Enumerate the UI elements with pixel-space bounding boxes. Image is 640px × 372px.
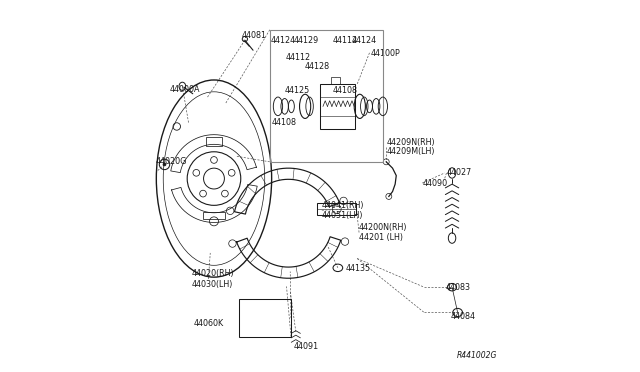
Bar: [270, 30, 383, 162]
Text: 44091: 44091: [294, 342, 319, 351]
Text: 44125: 44125: [285, 86, 310, 94]
Text: 44000A: 44000A: [170, 85, 200, 94]
Text: 44124: 44124: [351, 36, 377, 45]
Text: 44200N(RH): 44200N(RH): [359, 223, 408, 232]
Bar: [239, 299, 291, 337]
Text: 44041(RH): 44041(RH): [322, 201, 364, 210]
Text: 44209N(RH): 44209N(RH): [387, 138, 436, 147]
Text: 44129: 44129: [294, 36, 319, 45]
Text: 44090: 44090: [422, 179, 447, 187]
Text: 44201 (LH): 44201 (LH): [359, 233, 403, 242]
Text: 44112: 44112: [286, 53, 311, 62]
Bar: [317, 203, 356, 215]
Text: 44108: 44108: [333, 86, 358, 94]
Text: R441002G: R441002G: [456, 351, 497, 360]
Text: 44100P: 44100P: [370, 49, 400, 58]
Text: 44083: 44083: [445, 283, 471, 292]
Text: 44081: 44081: [242, 31, 267, 40]
Text: 44027: 44027: [447, 169, 472, 177]
Bar: [320, 84, 355, 129]
Text: 44084: 44084: [451, 312, 476, 321]
Bar: [206, 137, 222, 146]
Text: 44209M(LH): 44209M(LH): [387, 147, 435, 156]
Bar: [331, 77, 340, 84]
Text: 44128: 44128: [305, 62, 330, 71]
Text: 44020(RH): 44020(RH): [191, 269, 234, 278]
Text: 44108: 44108: [271, 118, 297, 127]
Text: 44060K: 44060K: [193, 319, 223, 328]
Text: 44135: 44135: [346, 264, 371, 273]
Circle shape: [163, 163, 166, 166]
Bar: [203, 212, 225, 219]
Text: 44112: 44112: [333, 36, 358, 45]
Text: 44124: 44124: [271, 36, 296, 45]
Text: 44020G: 44020G: [156, 157, 187, 166]
Text: 44051(LH): 44051(LH): [322, 211, 364, 219]
Text: 44030(LH): 44030(LH): [191, 280, 233, 289]
